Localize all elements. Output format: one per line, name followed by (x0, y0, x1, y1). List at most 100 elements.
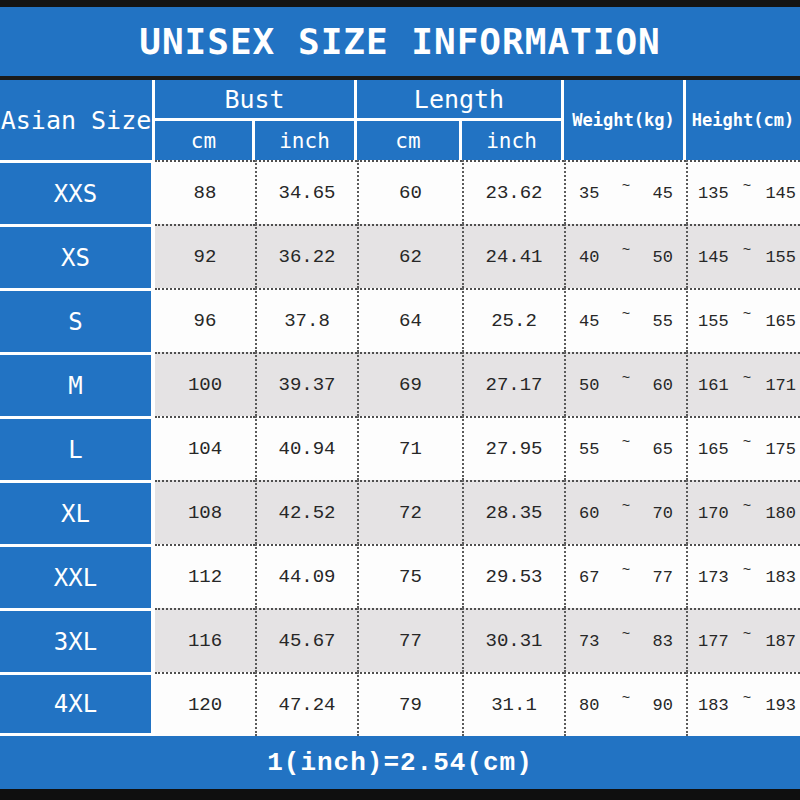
tilde-symbol: ~ (743, 178, 751, 194)
height-range: 177 ~ 187 (686, 608, 800, 672)
header-height: Height(cm) (686, 80, 800, 160)
bust-cm-value: 96 (155, 288, 255, 352)
weight-max: 50 (653, 248, 673, 267)
header-length: Length (357, 80, 561, 118)
bust-inch-value: 39.37 (255, 352, 357, 416)
weight-min: 35 (579, 184, 599, 203)
tilde-symbol: ~ (743, 498, 751, 514)
bust-inch-value: 47.24 (255, 672, 357, 736)
tilde-symbol: ~ (743, 370, 751, 386)
tilde-symbol: ~ (622, 306, 630, 322)
header-bust: Bust (155, 80, 354, 118)
length-inch-value: 27.17 (462, 352, 564, 416)
header-asian-size: Asian Size (0, 80, 152, 160)
weight-range: 45 ~ 55 (564, 288, 686, 352)
length-inch-value: 24.41 (462, 224, 564, 288)
height-max: 183 (765, 568, 796, 587)
tilde-symbol: ~ (622, 626, 630, 642)
tilde-symbol: ~ (743, 306, 751, 322)
bust-inch-value: 44.09 (255, 544, 357, 608)
table-row: M 100 39.37 69 27.17 50 ~ 60 161 ~ 171 (0, 352, 800, 416)
size-label: 3XL (0, 608, 155, 672)
header-bust-cm: cm (155, 121, 252, 160)
weight-min: 80 (579, 696, 599, 715)
height-max: 155 (765, 248, 796, 267)
length-cm-value: 60 (357, 160, 462, 224)
weight-max: 77 (653, 568, 673, 587)
length-cm-value: 69 (357, 352, 462, 416)
tilde-symbol: ~ (622, 690, 630, 706)
weight-min: 45 (579, 312, 599, 331)
header-weight: Weight(kg) (564, 80, 683, 160)
weight-min: 50 (579, 376, 599, 395)
bust-inch-value: 42.52 (255, 480, 357, 544)
length-inch-value: 29.53 (462, 544, 564, 608)
conversion-footer: 1(inch)=2.54(cm) (0, 736, 800, 789)
weight-max: 60 (653, 376, 673, 395)
tilde-symbol: ~ (622, 370, 630, 386)
weight-range: 67 ~ 77 (564, 544, 686, 608)
size-label: XS (0, 224, 155, 288)
tilde-symbol: ~ (622, 434, 630, 450)
bust-cm-value: 104 (155, 416, 255, 480)
height-min: 161 (698, 376, 729, 395)
weight-range: 60 ~ 70 (564, 480, 686, 544)
height-range: 165 ~ 175 (686, 416, 800, 480)
length-inch-value: 30.31 (462, 608, 564, 672)
weight-max: 83 (653, 632, 673, 651)
height-range: 161 ~ 171 (686, 352, 800, 416)
height-min: 170 (698, 504, 729, 523)
bust-cm-value: 92 (155, 224, 255, 288)
height-range: 173 ~ 183 (686, 544, 800, 608)
header-length-inch: inch (462, 121, 561, 160)
weight-min: 40 (579, 248, 599, 267)
weight-min: 73 (579, 632, 599, 651)
height-range: 135 ~ 145 (686, 160, 800, 224)
table-row: 4XL 120 47.24 79 31.1 80 ~ 90 183 ~ 193 (0, 672, 800, 736)
height-min: 173 (698, 568, 729, 587)
title-bar: UNISEX SIZE INFORMATION (0, 7, 800, 76)
height-max: 171 (765, 376, 796, 395)
height-range: 170 ~ 180 (686, 480, 800, 544)
header-bust-inch: inch (255, 121, 354, 160)
length-inch-value: 25.2 (462, 288, 564, 352)
bottom-black-bar (0, 789, 800, 800)
length-cm-value: 64 (357, 288, 462, 352)
weight-range: 50 ~ 60 (564, 352, 686, 416)
bust-inch-value: 40.94 (255, 416, 357, 480)
length-cm-value: 71 (357, 416, 462, 480)
size-label: XXS (0, 160, 155, 224)
bust-cm-value: 116 (155, 608, 255, 672)
weight-min: 67 (579, 568, 599, 587)
table-row: XL 108 42.52 72 28.35 60 ~ 70 170 ~ 180 (0, 480, 800, 544)
header-length-cm: cm (357, 121, 459, 160)
size-label: M (0, 352, 155, 416)
weight-range: 73 ~ 83 (564, 608, 686, 672)
bust-cm-value: 112 (155, 544, 255, 608)
height-max: 145 (765, 184, 796, 203)
tilde-symbol: ~ (743, 626, 751, 642)
bust-inch-value: 45.67 (255, 608, 357, 672)
height-min: 155 (698, 312, 729, 331)
weight-max: 90 (653, 696, 673, 715)
weight-range: 40 ~ 50 (564, 224, 686, 288)
table-row: S 96 37.8 64 25.2 45 ~ 55 155 ~ 165 (0, 288, 800, 352)
height-max: 165 (765, 312, 796, 331)
length-cm-value: 62 (357, 224, 462, 288)
tilde-symbol: ~ (622, 178, 630, 194)
table-row: L 104 40.94 71 27.95 55 ~ 65 165 ~ 175 (0, 416, 800, 480)
weight-max: 70 (653, 504, 673, 523)
length-inch-value: 31.1 (462, 672, 564, 736)
size-label: S (0, 288, 155, 352)
size-label: XXL (0, 544, 155, 608)
bust-cm-value: 108 (155, 480, 255, 544)
size-chart-page: UNISEX SIZE INFORMATION Asian Size Bust … (0, 0, 800, 800)
bust-inch-value: 37.8 (255, 288, 357, 352)
tilde-symbol: ~ (743, 690, 751, 706)
table-row: XXS 88 34.65 60 23.62 35 ~ 45 135 ~ 145 (0, 160, 800, 224)
bust-inch-value: 36.22 (255, 224, 357, 288)
tilde-symbol: ~ (743, 434, 751, 450)
weight-range: 55 ~ 65 (564, 416, 686, 480)
table-row: XS 92 36.22 62 24.41 40 ~ 50 145 ~ 155 (0, 224, 800, 288)
top-black-bar (0, 0, 800, 7)
